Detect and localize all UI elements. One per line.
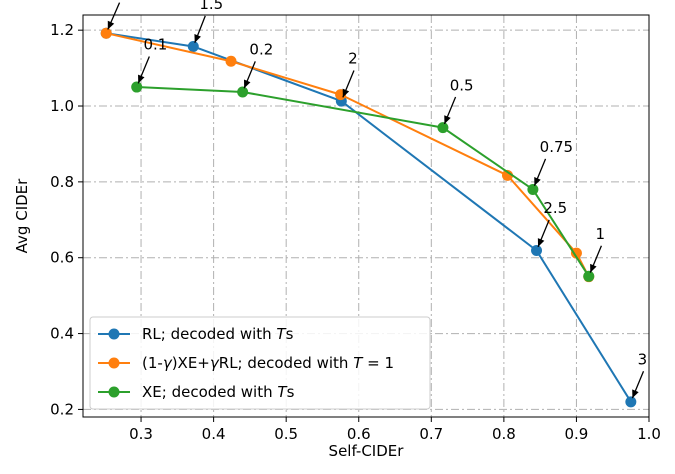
x-tick-label: 0.8	[492, 425, 516, 443]
plot-area-frame	[82, 14, 650, 418]
annotation-label: 2	[348, 50, 358, 68]
annotation-label: 1.5	[199, 0, 223, 13]
annotation-arrowhead	[107, 20, 115, 30]
annotation: 0.75	[533, 138, 573, 187]
data-point	[625, 396, 637, 408]
legend-label: XE; decoded with Ts	[142, 383, 295, 401]
data-point	[527, 183, 539, 195]
annotation-label: 0.2	[249, 41, 273, 59]
annotation-label: 0.1	[143, 36, 167, 54]
annotation-arrowhead	[138, 74, 145, 84]
legend: RL; decoded with Ts (1-γ)XE+γRL; decoded …	[89, 316, 431, 410]
y-tick-label: 0.2	[50, 400, 74, 418]
annotation: 0.1	[137, 36, 167, 84]
x-tick-label: 0.5	[274, 425, 298, 443]
series-2	[131, 81, 595, 282]
series-layer	[100, 27, 637, 408]
x-axis-label: Self-CIDEr	[329, 442, 405, 460]
x-tick-label: 1.0	[637, 425, 661, 443]
annotation-label: 2.5	[543, 199, 567, 217]
annotation: 0.2	[243, 41, 273, 89]
series-line	[106, 32, 590, 278]
legend-entry: XE; decoded with Ts	[98, 383, 295, 401]
annotation: 3	[631, 350, 648, 399]
legend-entry: (1-γ)XE+γRL; decoded with T = 1	[98, 354, 394, 372]
annotation-label: 0.75	[540, 138, 573, 156]
annotation-arrowhead	[444, 115, 451, 124]
annotation-arrowhead	[537, 238, 545, 247]
annotation-arrowhead	[534, 177, 541, 186]
x-tick-label: 0.7	[419, 425, 443, 443]
y-tick-label: 0.4	[50, 325, 74, 343]
annotation-arrowhead	[342, 88, 350, 98]
annotation: 1	[107, 2, 121, 30]
x-tick-label: 0.6	[347, 425, 371, 443]
annotation-label: 1	[596, 225, 606, 243]
data-point	[502, 169, 513, 181]
legend-swatch-marker	[108, 328, 120, 340]
legend-swatch-marker	[108, 386, 120, 398]
annotation-label: 3	[638, 350, 648, 368]
annotation-label: 0.5	[450, 76, 474, 94]
y-tick-label: 1.2	[50, 21, 74, 39]
data-point	[100, 27, 112, 39]
y-axis-label: Avg CIDEr	[13, 178, 31, 253]
data-point	[187, 40, 199, 52]
y-tick-label: 1.0	[50, 97, 74, 115]
data-point	[437, 122, 449, 134]
data-point	[570, 247, 582, 259]
x-tick-label: 0.9	[565, 425, 589, 443]
annotation-arrowhead	[194, 34, 201, 43]
annotation: 2	[342, 50, 358, 98]
x-tick-label: 0.4	[202, 425, 226, 443]
legend-label: RL; decoded with Ts	[142, 325, 294, 343]
data-point	[131, 81, 143, 93]
data-point	[237, 86, 249, 98]
legend-swatch-marker	[108, 357, 120, 369]
axis-ticks: 0.3 0.4 0.5 0.6 0.7 0.8 0.9 1.0 0.2 0.4 0.6 0.8 1.0 1…	[50, 21, 661, 443]
annotation: 1	[589, 225, 606, 273]
annotation: 2.5	[537, 199, 567, 248]
annotation-arrowhead	[243, 79, 251, 89]
legend-label: (1-γ)XE+γRL; decoded with T = 1	[142, 354, 394, 372]
annotations: 1 1.5 0.1 0.2 2 0.5 0.75 2.5 1 3	[107, 0, 648, 399]
series-0	[100, 27, 637, 408]
annotation-arrowhead	[590, 263, 597, 273]
data-point	[225, 55, 237, 67]
legend-box	[89, 316, 431, 410]
annotation: 0.5	[443, 76, 474, 125]
data-point	[531, 245, 543, 257]
legend-entry: RL; decoded with Ts	[98, 325, 294, 343]
y-tick-label: 0.8	[50, 173, 74, 191]
y-tick-label: 0.6	[50, 249, 74, 267]
data-point	[583, 270, 595, 282]
annotation: 1.5	[194, 0, 223, 43]
annotation-arrowhead	[632, 389, 639, 399]
x-tick-label: 0.3	[129, 425, 153, 443]
